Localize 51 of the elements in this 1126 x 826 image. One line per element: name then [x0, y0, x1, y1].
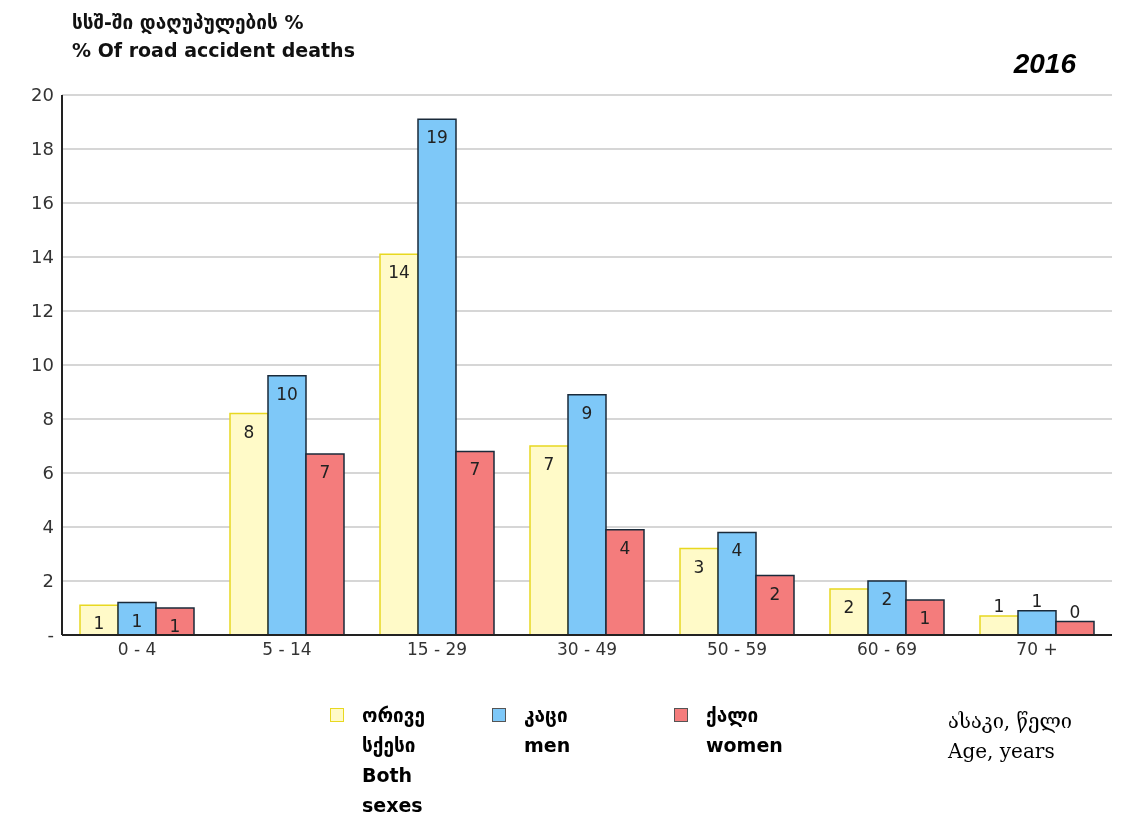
- data-label: 7: [543, 454, 555, 474]
- data-label: 2: [881, 589, 893, 609]
- y-tick-label: 6: [42, 462, 54, 484]
- x-tick-label: 60 - 69: [856, 639, 918, 660]
- data-label: 1: [131, 610, 143, 631]
- data-label: 1: [919, 607, 931, 628]
- data-label: 4: [731, 540, 743, 561]
- data-label: 9: [581, 402, 593, 423]
- y-tick-label: 18: [31, 138, 54, 160]
- bar: [979, 615, 1019, 635]
- x-axis-title: ასაკი, წელი Age, years: [948, 708, 1072, 765]
- y-tick-label: 4: [42, 516, 54, 538]
- bar: [379, 253, 419, 635]
- legend-label: კაცი men: [524, 703, 572, 758]
- data-label: 1: [93, 613, 105, 634]
- y-tick-label: 8: [42, 408, 54, 430]
- legend-label: ქალი women: [706, 703, 784, 758]
- data-label: 2: [769, 583, 781, 604]
- x-tick-label: 0 - 4: [117, 639, 157, 660]
- bar: [829, 588, 869, 635]
- y-tick-label: 10: [31, 354, 54, 376]
- y-tick-label: 2: [42, 570, 54, 592]
- y-axis-title: სსშ-ში დაღუპულების % % Of road accident deaths: [72, 10, 355, 63]
- bar: [679, 547, 719, 635]
- y-tick-label: -: [47, 624, 54, 646]
- data-label: 1: [993, 596, 1005, 617]
- y-tick-label: 12: [31, 300, 54, 322]
- y-tick-label: 20: [31, 84, 54, 106]
- x-tick-label: 5 - 14: [262, 639, 312, 660]
- data-label: 2: [843, 597, 855, 618]
- data-label: 7: [469, 459, 481, 480]
- y-tick-label: 14: [31, 246, 54, 268]
- data-label: 7: [319, 462, 331, 483]
- bar: [529, 445, 569, 635]
- data-label: 19: [426, 127, 448, 148]
- data-label: 4: [619, 537, 631, 558]
- y-tick-label: 16: [31, 192, 54, 214]
- data-label: 1: [1031, 590, 1043, 611]
- data-label: 1: [169, 616, 181, 636]
- data-label: 3: [693, 556, 705, 577]
- legend-label: ორივე სქესი Both sexes: [362, 703, 427, 818]
- data-label: 0: [1069, 601, 1081, 622]
- chart-title: 2016: [1013, 48, 1076, 80]
- bar: [229, 412, 269, 635]
- x-tick-label: 70 +: [1016, 639, 1058, 660]
- data-label: 10: [276, 383, 298, 404]
- x-tick-label: 50 - 59: [706, 639, 768, 660]
- x-tick-label: 30 - 49: [556, 639, 618, 660]
- data-label: 8: [243, 421, 255, 442]
- x-tick-label: 15 - 29: [406, 639, 468, 660]
- data-label: 14: [388, 262, 410, 283]
